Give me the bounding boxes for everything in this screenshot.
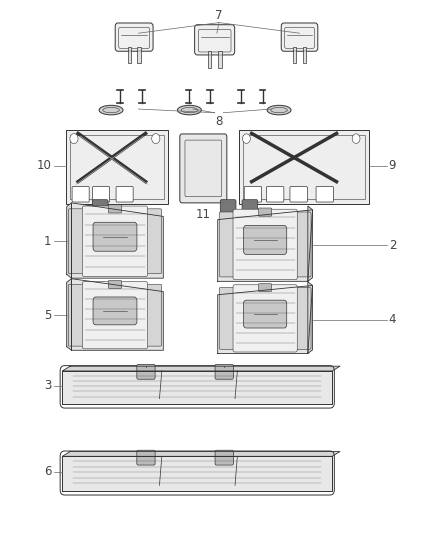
- FancyBboxPatch shape: [233, 285, 297, 352]
- FancyBboxPatch shape: [194, 25, 235, 55]
- FancyBboxPatch shape: [145, 284, 162, 346]
- Text: 9: 9: [389, 159, 396, 172]
- Ellipse shape: [99, 106, 123, 115]
- Polygon shape: [218, 286, 313, 353]
- FancyBboxPatch shape: [316, 187, 333, 202]
- Ellipse shape: [177, 106, 201, 115]
- Bar: [127, 47, 131, 63]
- Polygon shape: [71, 203, 163, 278]
- Circle shape: [243, 134, 251, 143]
- FancyBboxPatch shape: [219, 287, 235, 349]
- FancyBboxPatch shape: [145, 209, 162, 274]
- FancyBboxPatch shape: [92, 187, 110, 202]
- Polygon shape: [308, 206, 313, 281]
- FancyBboxPatch shape: [244, 187, 261, 202]
- FancyBboxPatch shape: [92, 200, 108, 213]
- FancyBboxPatch shape: [68, 209, 85, 274]
- Text: 4: 4: [389, 313, 396, 326]
- FancyBboxPatch shape: [116, 187, 133, 202]
- FancyBboxPatch shape: [220, 200, 236, 213]
- FancyBboxPatch shape: [295, 212, 311, 277]
- FancyBboxPatch shape: [244, 225, 287, 254]
- FancyBboxPatch shape: [137, 450, 155, 465]
- FancyBboxPatch shape: [215, 365, 233, 379]
- FancyBboxPatch shape: [258, 284, 272, 292]
- Polygon shape: [62, 451, 340, 456]
- Text: 6: 6: [44, 465, 51, 478]
- Circle shape: [152, 134, 160, 143]
- FancyBboxPatch shape: [82, 281, 148, 349]
- Bar: [138, 47, 141, 63]
- Ellipse shape: [267, 106, 291, 115]
- Bar: [70, 135, 164, 199]
- Text: 2: 2: [389, 239, 396, 252]
- Polygon shape: [62, 366, 340, 371]
- FancyBboxPatch shape: [82, 206, 148, 277]
- FancyBboxPatch shape: [290, 187, 307, 202]
- Bar: [239, 130, 369, 204]
- Bar: [243, 135, 365, 199]
- FancyBboxPatch shape: [215, 450, 233, 465]
- FancyBboxPatch shape: [108, 280, 122, 288]
- FancyBboxPatch shape: [233, 209, 297, 280]
- Bar: [303, 47, 306, 63]
- FancyBboxPatch shape: [108, 205, 122, 213]
- Circle shape: [70, 134, 78, 143]
- Bar: [218, 51, 222, 68]
- Text: 7: 7: [215, 9, 223, 21]
- FancyBboxPatch shape: [72, 187, 89, 202]
- Polygon shape: [308, 282, 313, 353]
- Text: 5: 5: [44, 309, 51, 322]
- FancyBboxPatch shape: [137, 365, 155, 379]
- FancyBboxPatch shape: [295, 287, 311, 349]
- Text: 3: 3: [44, 379, 51, 392]
- Bar: [66, 130, 168, 204]
- Polygon shape: [218, 210, 313, 281]
- Polygon shape: [62, 456, 332, 491]
- Polygon shape: [62, 371, 332, 405]
- FancyBboxPatch shape: [68, 284, 85, 346]
- Bar: [208, 51, 211, 68]
- Text: 11: 11: [195, 208, 210, 221]
- FancyBboxPatch shape: [258, 208, 272, 216]
- FancyBboxPatch shape: [281, 23, 318, 51]
- Polygon shape: [67, 279, 71, 350]
- FancyBboxPatch shape: [244, 300, 287, 328]
- FancyBboxPatch shape: [115, 23, 153, 51]
- FancyBboxPatch shape: [219, 212, 235, 277]
- FancyBboxPatch shape: [266, 187, 284, 202]
- Circle shape: [352, 134, 360, 143]
- Text: 8: 8: [215, 115, 223, 128]
- FancyBboxPatch shape: [93, 222, 137, 251]
- Bar: [293, 47, 297, 63]
- Text: 10: 10: [36, 159, 51, 172]
- Polygon shape: [71, 279, 163, 350]
- Polygon shape: [67, 203, 71, 278]
- FancyBboxPatch shape: [93, 297, 137, 325]
- FancyBboxPatch shape: [242, 200, 258, 213]
- Text: 1: 1: [44, 235, 51, 247]
- FancyBboxPatch shape: [180, 134, 227, 203]
